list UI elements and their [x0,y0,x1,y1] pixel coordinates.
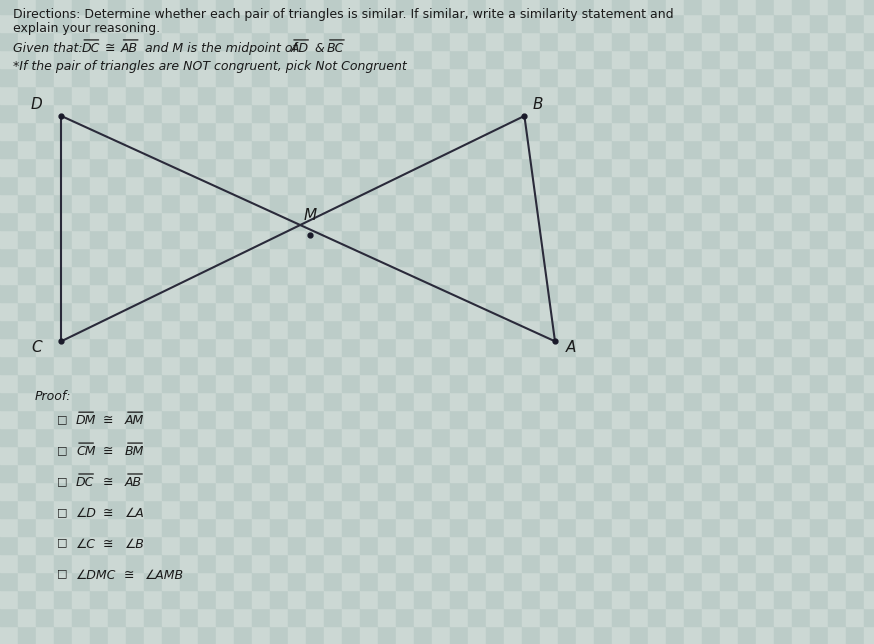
Text: BC: BC [327,42,344,55]
Text: ∠A: ∠A [125,507,145,520]
Text: □: □ [57,569,67,579]
Text: ≅: ≅ [101,42,120,55]
Text: ∠AMB: ∠AMB [145,569,184,582]
Text: DC: DC [81,42,100,55]
Text: ≅: ≅ [103,507,114,520]
Text: ∠B: ∠B [125,538,145,551]
Text: *If the pair of triangles are NOT congruent, pick Not Congruent: *If the pair of triangles are NOT congru… [13,60,407,73]
Text: ≅: ≅ [103,445,114,458]
Text: ∠DMC: ∠DMC [76,569,116,582]
Text: ≅: ≅ [103,414,114,427]
Text: □: □ [57,538,67,548]
Text: M: M [303,208,317,223]
Text: &: & [311,42,329,55]
Text: □: □ [57,445,67,455]
Text: AB: AB [121,42,138,55]
Text: Directions: Determine whether each pair of triangles is similar. If similar, wri: Directions: Determine whether each pair … [13,8,674,21]
Text: AM: AM [125,414,144,427]
Text: □: □ [57,414,67,424]
Text: explain your reasoning.: explain your reasoning. [13,22,160,35]
Text: AD: AD [291,42,309,55]
Text: Given that:: Given that: [13,42,87,55]
Text: ≅: ≅ [103,476,114,489]
Text: and M is the midpoint of: and M is the midpoint of [141,42,301,55]
Text: □: □ [57,507,67,517]
Text: CM: CM [76,445,95,458]
Text: ∠C: ∠C [76,538,96,551]
Text: D: D [31,97,43,112]
Text: DM: DM [76,414,96,427]
Text: □: □ [57,476,67,486]
Text: Proof:: Proof: [35,390,72,402]
Text: DC: DC [76,476,94,489]
Text: ∠D: ∠D [76,507,97,520]
Text: ≅: ≅ [123,569,134,582]
Text: AB: AB [125,476,142,489]
Text: C: C [31,340,42,355]
Text: B: B [532,97,543,112]
Text: BM: BM [125,445,144,458]
Text: A: A [565,340,576,355]
Text: ≅: ≅ [103,538,114,551]
